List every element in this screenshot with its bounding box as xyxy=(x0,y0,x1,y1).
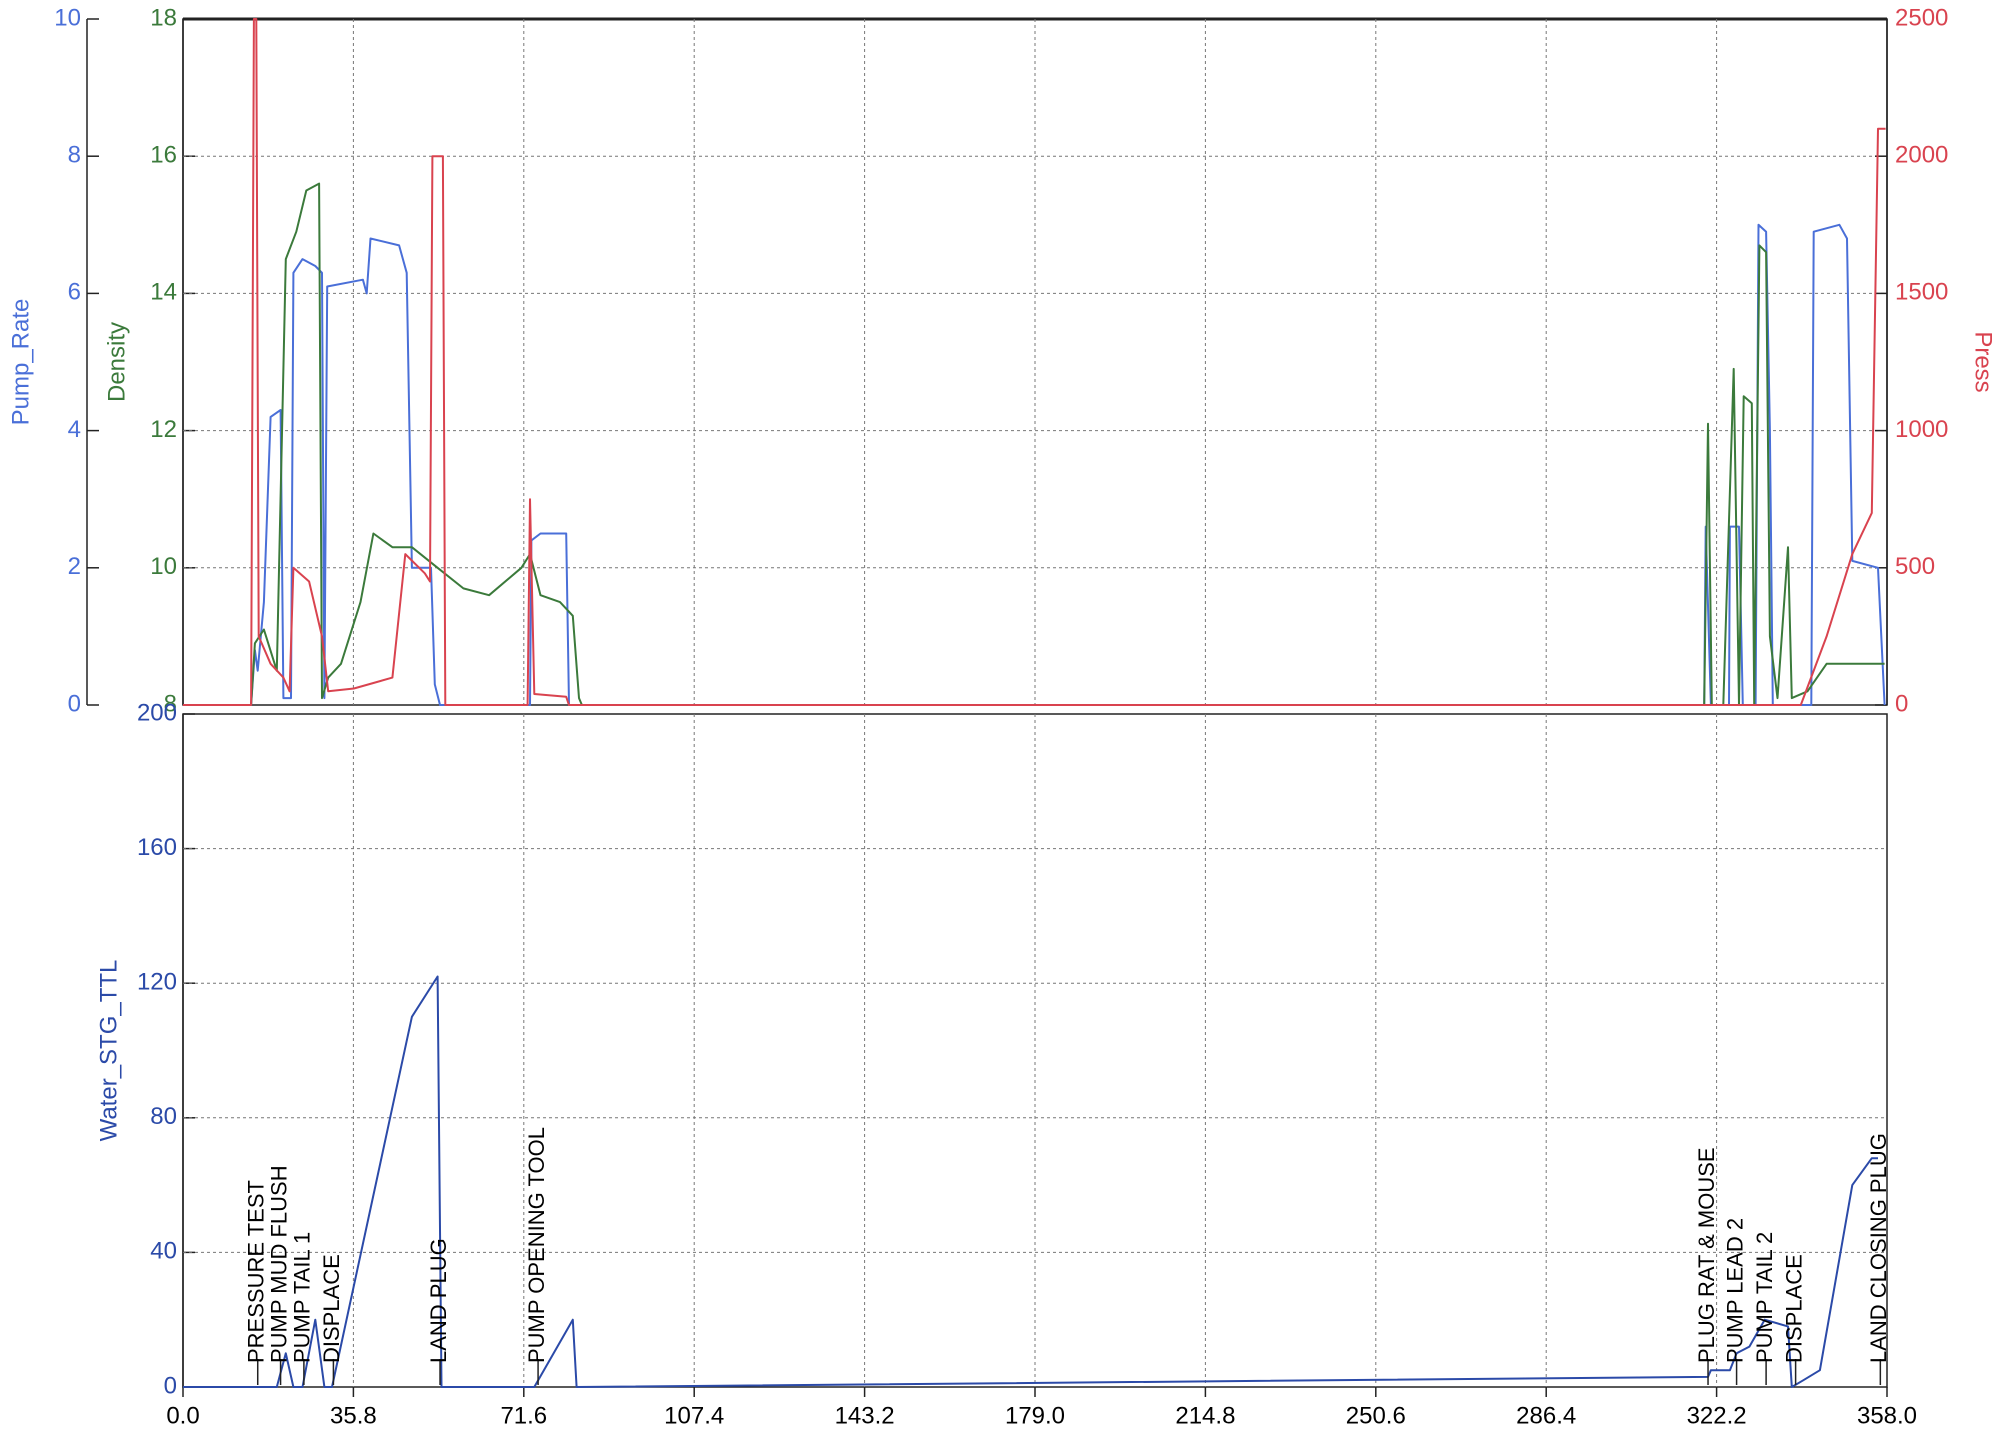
x-tick-label: 107.4 xyxy=(664,1402,724,1429)
y-tick-label: 40 xyxy=(150,1238,177,1265)
event-label: PUMP LEAD 2 xyxy=(1722,1218,1747,1363)
x-tick-label: 0.0 xyxy=(166,1402,199,1429)
y-axis-title: Press xyxy=(1970,331,1997,392)
y-tick-label: 80 xyxy=(150,1103,177,1130)
y-tick-label: 2000 xyxy=(1895,142,1948,169)
x-tick-label: 143.2 xyxy=(835,1402,895,1429)
y-tick-label: 10 xyxy=(150,553,177,580)
y-tick-label: 0 xyxy=(164,1372,177,1399)
y-tick-label: 2 xyxy=(68,553,81,580)
y-tick-label: 6 xyxy=(68,279,81,306)
y-tick-label: 200 xyxy=(137,699,177,726)
x-tick-label: 71.6 xyxy=(500,1402,547,1429)
x-tick-label: 322.2 xyxy=(1687,1402,1747,1429)
y-tick-label: 4 xyxy=(68,416,81,443)
series-line xyxy=(183,18,1886,706)
series-line xyxy=(183,975,1878,1388)
event-label: PRESSURE TEST xyxy=(244,1180,269,1363)
y-tick-label: 500 xyxy=(1895,553,1935,580)
y-axis-title: Density xyxy=(103,322,130,402)
event-label: PUMP OPENING TOOL xyxy=(524,1127,549,1363)
event-label: LAND CLOSING PLUG xyxy=(1866,1133,1891,1363)
y-axis-title: Pump_Rate xyxy=(7,299,34,426)
y-tick-label: 10 xyxy=(54,4,81,31)
event-label: DISPLACE xyxy=(319,1254,344,1363)
event-label: PUMP TAIL 2 xyxy=(1752,1232,1777,1363)
y-tick-label: 8 xyxy=(164,690,177,717)
y-tick-label: 1500 xyxy=(1895,279,1948,306)
y-tick-label: 120 xyxy=(137,969,177,996)
x-tick-label: 179.0 xyxy=(1005,1402,1065,1429)
event-label: PUMP MUD FLUSH xyxy=(266,1165,291,1363)
y-tick-label: 160 xyxy=(137,834,177,861)
x-tick-label: 358.0 xyxy=(1857,1402,1917,1429)
series-line xyxy=(183,182,1885,706)
y-tick-label: 18 xyxy=(150,4,177,31)
event-label: DISPLACE xyxy=(1781,1254,1806,1363)
event-label: LAND PLUG xyxy=(426,1238,451,1363)
event-label: PUMP TAIL 1 xyxy=(290,1232,315,1363)
event-label: PLUG RAT & MOUSE xyxy=(1694,1147,1719,1363)
y-tick-label: 2500 xyxy=(1895,4,1948,31)
y-tick-label: 0 xyxy=(1895,690,1908,717)
y-tick-label: 14 xyxy=(150,279,177,306)
y-tick-label: 12 xyxy=(150,416,177,443)
y-tick-label: 16 xyxy=(150,142,177,169)
y-tick-label: 1000 xyxy=(1895,416,1948,443)
x-tick-label: 250.6 xyxy=(1346,1402,1406,1429)
x-tick-label: 286.4 xyxy=(1516,1402,1576,1429)
x-tick-label: 35.8 xyxy=(330,1402,377,1429)
y-tick-label: 0 xyxy=(68,690,81,717)
y-tick-label: 8 xyxy=(68,142,81,169)
x-tick-label: 214.8 xyxy=(1175,1402,1235,1429)
y-axis-title: Water_STG_TTL xyxy=(95,960,122,1142)
